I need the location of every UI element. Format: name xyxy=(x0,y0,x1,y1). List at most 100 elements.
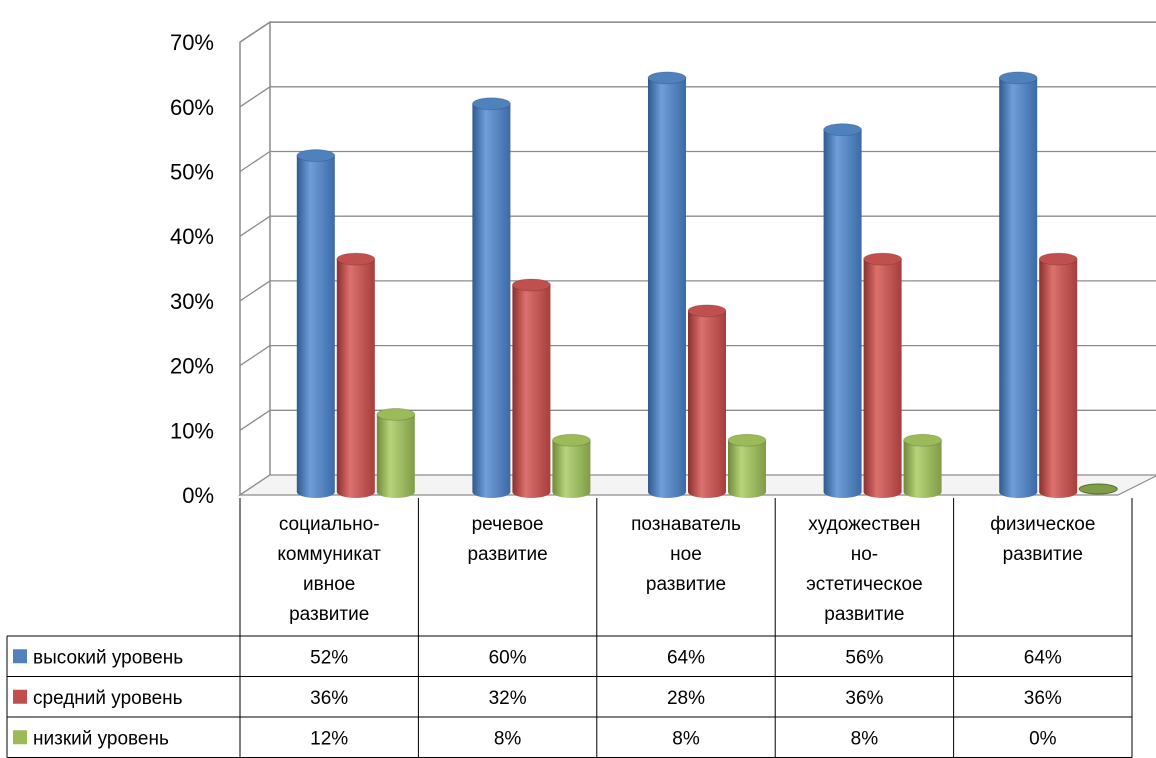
bar-base xyxy=(472,486,511,498)
gridline-diagonal xyxy=(239,280,271,302)
bar xyxy=(863,252,903,498)
bar-body xyxy=(1039,259,1078,492)
bar-base xyxy=(903,486,942,498)
bar xyxy=(471,97,511,498)
bar-top xyxy=(1078,483,1118,495)
y-tick-label: 50% xyxy=(170,160,214,185)
bar-top xyxy=(376,407,416,421)
y-tick-label: 0% xyxy=(182,483,214,508)
bar-top xyxy=(998,71,1038,85)
bar-base xyxy=(296,486,335,498)
bar-body xyxy=(376,414,415,492)
bar-body xyxy=(648,77,686,493)
gridline-diagonal xyxy=(239,86,271,108)
bar-body xyxy=(552,440,591,492)
data-table: социально-коммуникат ивное развитие речевое… xyxy=(6,498,1133,758)
category-label: социально- xyxy=(279,514,380,535)
category-label: эстетическое xyxy=(806,574,923,595)
bar-top xyxy=(471,97,511,111)
gridline-diagonal xyxy=(239,21,271,43)
bar xyxy=(336,252,376,498)
bar-body xyxy=(472,103,511,493)
legend-key xyxy=(13,649,27,664)
bar-top xyxy=(511,278,551,292)
bar-base xyxy=(823,486,862,498)
bar-body xyxy=(999,77,1038,493)
data-label: 60% xyxy=(489,647,527,668)
bar-body xyxy=(336,259,375,492)
bar xyxy=(687,304,727,498)
category-label: но- xyxy=(851,544,878,565)
bars xyxy=(296,71,1118,498)
bar xyxy=(727,433,767,498)
bar-top xyxy=(647,71,687,85)
legend-label: низкий уровень xyxy=(33,728,169,749)
bar xyxy=(823,123,863,498)
bar-base xyxy=(336,486,375,498)
bar-body xyxy=(688,310,726,492)
bar-top xyxy=(336,252,376,266)
bar-base xyxy=(648,486,686,498)
data-label: 28% xyxy=(667,688,705,709)
bar-top xyxy=(903,433,943,447)
bar xyxy=(903,433,943,498)
bar xyxy=(296,149,336,498)
gridline-diagonal xyxy=(239,409,271,431)
category-label: развитие xyxy=(467,544,547,565)
bar-body xyxy=(296,155,335,492)
bar xyxy=(1078,483,1118,495)
data-label: 32% xyxy=(489,688,527,709)
y-axis-ticks: 0% 10% 20% 30% 40% 50% 60% 70% xyxy=(170,30,214,508)
bar xyxy=(551,433,591,498)
data-label: 64% xyxy=(1024,647,1062,668)
bar-base xyxy=(376,486,415,498)
category-label: ное xyxy=(670,544,702,565)
bar xyxy=(647,71,687,498)
bar xyxy=(998,71,1038,498)
bar-top xyxy=(863,252,903,266)
bar-body xyxy=(903,440,942,492)
category-label: развитие xyxy=(289,604,369,625)
category-label: речевое xyxy=(472,514,544,535)
data-label: 56% xyxy=(845,647,883,668)
legend-label: высокий уровень xyxy=(33,647,183,668)
bar-body xyxy=(823,129,862,492)
category-label: познаватель xyxy=(631,514,741,535)
legend-key xyxy=(13,689,27,704)
bar xyxy=(511,278,551,498)
bar-top xyxy=(1038,252,1078,266)
bar-base xyxy=(863,486,902,498)
legend-label: средний уровень xyxy=(33,688,183,709)
bar-base xyxy=(1039,486,1078,498)
bar-base xyxy=(728,486,766,498)
bar-body xyxy=(512,284,551,492)
gridline-diagonal xyxy=(239,215,271,237)
gridline-diagonal xyxy=(239,345,271,367)
bar-body xyxy=(728,440,766,492)
bar-top xyxy=(551,433,591,447)
data-label: 36% xyxy=(1024,688,1062,709)
bar xyxy=(376,407,416,498)
category-label: художествен xyxy=(808,514,920,535)
data-label: 8% xyxy=(851,728,879,749)
data-label: 8% xyxy=(494,728,522,749)
bar-top xyxy=(296,149,336,163)
data-label: 36% xyxy=(310,688,348,709)
bar xyxy=(1038,252,1078,498)
data-label: 52% xyxy=(310,647,348,668)
side-wall xyxy=(239,20,271,497)
bar-top xyxy=(727,433,767,447)
bar-body xyxy=(863,259,902,492)
y-tick-label: 10% xyxy=(170,418,214,443)
legend-key xyxy=(13,730,27,745)
bar-top xyxy=(687,304,727,318)
data-label: 8% xyxy=(672,728,700,749)
category-label: развитие xyxy=(646,574,726,595)
category-label: коммуникат xyxy=(277,544,381,565)
bar-base xyxy=(999,486,1038,498)
y-tick-label: 70% xyxy=(170,30,214,55)
bar-base xyxy=(552,486,591,498)
bar-base xyxy=(688,486,726,498)
y-tick-label: 20% xyxy=(170,354,214,379)
